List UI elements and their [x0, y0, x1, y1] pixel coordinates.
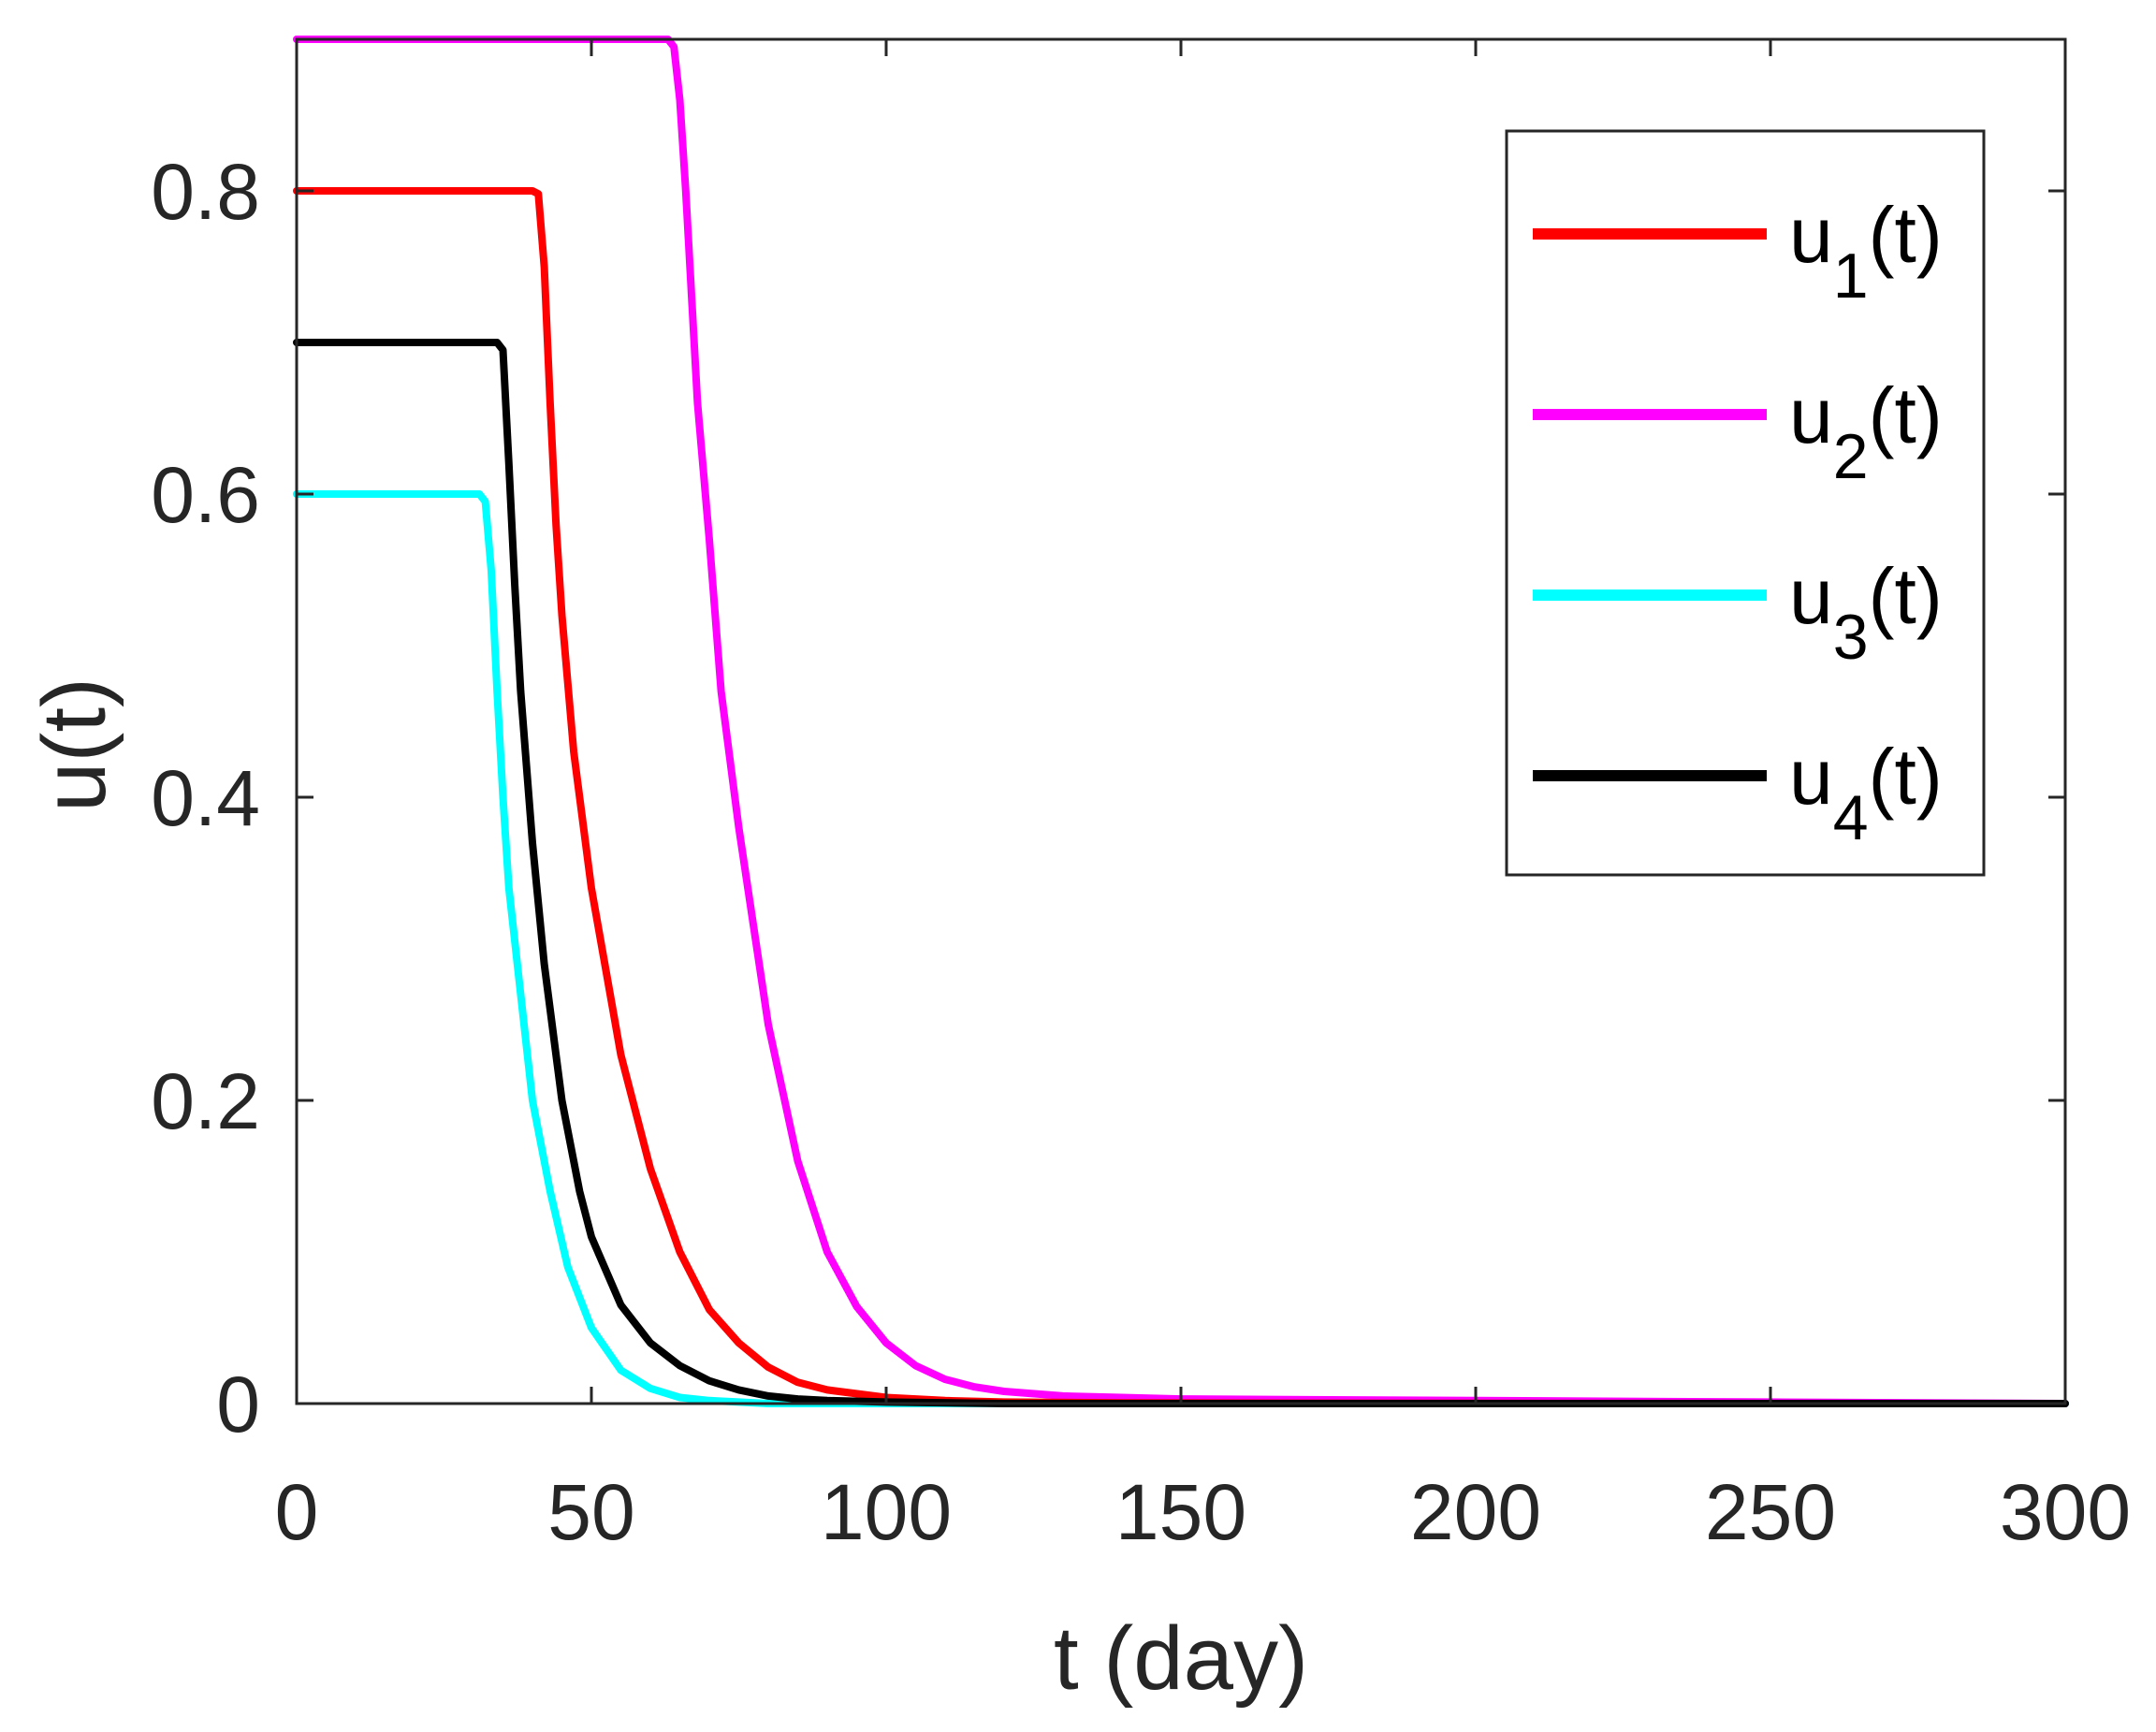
y-tick-label-0: 0: [216, 1361, 260, 1448]
x-tick-label-0: 0: [275, 1468, 319, 1556]
y-axis-label: u(t): [24, 677, 124, 812]
x-tick-label-5: 250: [1705, 1468, 1836, 1556]
legend-label-u3: u3(t): [1789, 552, 1943, 673]
x-tick-label-6: 300: [2000, 1468, 2131, 1556]
y-tick-label-3: 0.6: [151, 451, 260, 539]
legend-label-u2: u2(t): [1789, 371, 1943, 492]
x-tick-label-1: 50: [547, 1468, 634, 1556]
x-axis-label: t (day): [1054, 1608, 1308, 1709]
legend-label-u4: u4(t): [1789, 733, 1943, 853]
y-tick-label-4: 0.8: [151, 148, 260, 236]
x-tick-label-2: 100: [821, 1468, 952, 1556]
series-line-u4: [293, 339, 2069, 1407]
x-tick-label-4: 200: [1410, 1468, 1541, 1556]
plot-frame: [295, 37, 2067, 1405]
legend-label-u1: u1(t): [1789, 191, 1943, 312]
legend: u1(t) u2(t) u3(t) u4(t): [1505, 129, 1986, 877]
tick-labels: 0 50 100 150 200 250 300 0 0.2 0.4 0.6 0.8: [151, 148, 2131, 1556]
y-tick-label-2: 0.4: [151, 754, 260, 842]
series-line-u2: [293, 36, 2069, 1407]
x-tick-label-3: 150: [1115, 1468, 1246, 1556]
legend-box: [1505, 129, 1986, 877]
y-tick-label-1: 0.2: [151, 1057, 260, 1145]
